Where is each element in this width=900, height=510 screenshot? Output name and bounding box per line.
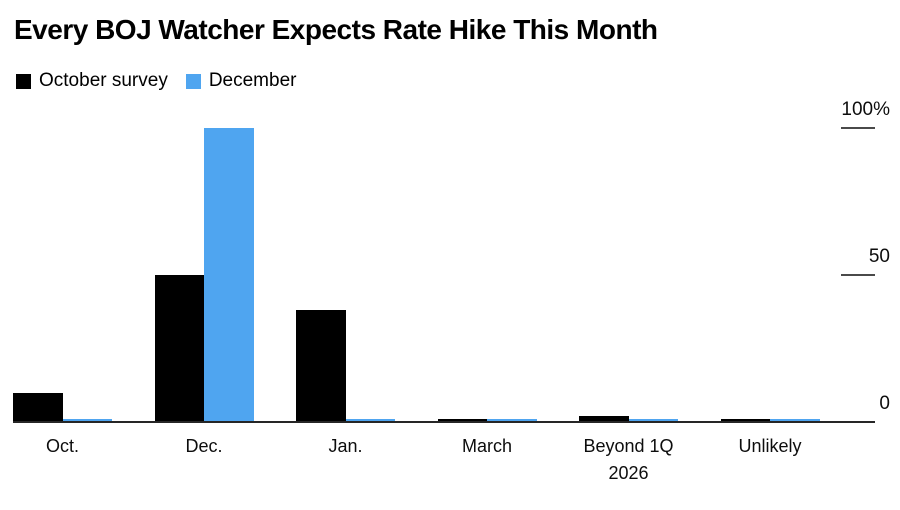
x-axis-label: Oct. — [45, 436, 79, 456]
legend: October survey December — [16, 70, 296, 92]
bar-december-5 — [628, 419, 678, 422]
legend-label-october-survey: October survey — [39, 70, 168, 91]
chart-title: Every BOJ Watcher Expects Rate Hike This… — [14, 14, 658, 45]
x-axis-label: Jan. — [328, 436, 363, 456]
x-axis-label: March — [461, 436, 512, 456]
bar-december-6 — [770, 419, 820, 422]
bar-october-survey-1 — [13, 392, 63, 422]
bar-december-1 — [62, 419, 112, 422]
y-axis-tick-label: 100% — [841, 99, 890, 120]
bar-december-4 — [487, 419, 537, 422]
x-axis-line — [13, 421, 875, 423]
y-axis-tick — [841, 274, 875, 276]
bar-october-survey-5 — [579, 416, 629, 422]
x-axis-label: Dec. — [185, 436, 223, 456]
legend-label-december: December — [208, 70, 297, 91]
bar-december-2 — [204, 128, 254, 422]
bar-october-survey-3 — [296, 310, 346, 422]
x-axis-label: Unlikely — [738, 436, 802, 456]
legend-swatch-october-icon — [16, 73, 31, 89]
bar-december-3 — [345, 419, 395, 422]
y-axis-tick-label: 50 — [868, 246, 890, 267]
y-axis-tick-label: 0 — [879, 393, 890, 414]
bar-october-survey-2 — [154, 275, 204, 422]
x-axis-label: Beyond 1Q 2026 — [583, 436, 674, 483]
bar-october-survey-4 — [437, 419, 487, 422]
legend-swatch-december-icon — [185, 73, 201, 89]
legend-item-december: December — [185, 70, 297, 92]
y-axis-tick — [841, 127, 875, 129]
bar-october-survey-6 — [720, 419, 770, 422]
legend-item-october-survey: October survey — [16, 70, 168, 92]
